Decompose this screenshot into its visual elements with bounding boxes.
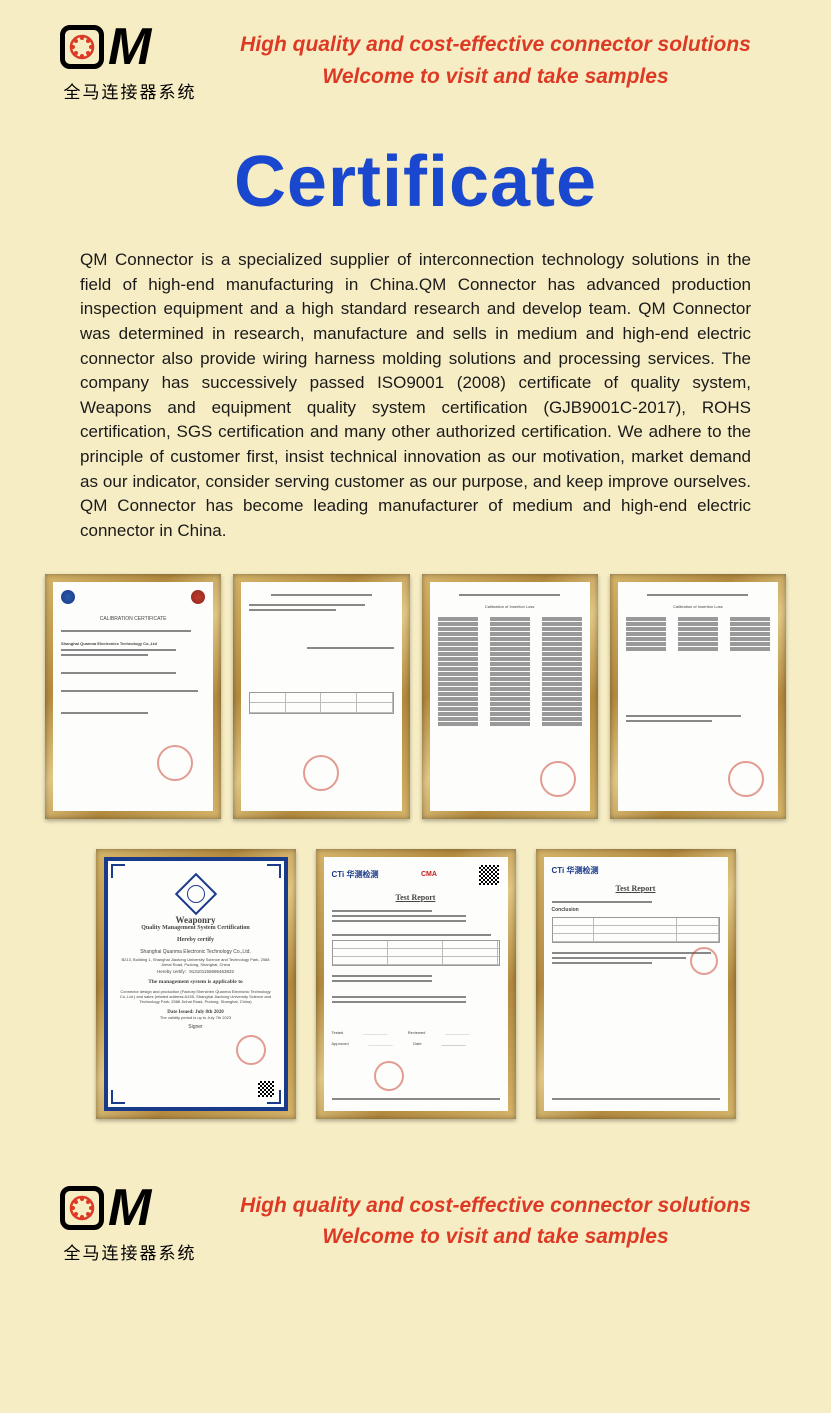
certificate-frame: Calibration of Insertion Loss — [422, 574, 598, 819]
cti-logo: CTi 华测检测 — [332, 869, 379, 880]
certificate-frame: Weaponry Quality Management System Certi… — [96, 849, 296, 1119]
tagline-line2: Welcome to visit and take samples — [220, 1221, 771, 1253]
cnas-badge-icon — [191, 590, 205, 604]
stamp-icon — [690, 947, 718, 975]
page-title: Certificate — [0, 141, 831, 223]
header: M 全马连接器系统 High quality and cost-effectiv… — [0, 0, 831, 121]
footer: M 全马连接器系统 High quality and cost-effectiv… — [0, 1149, 831, 1282]
logo-mark: M — [60, 18, 200, 76]
certificate-frame: CTi 华测检测 CMA Test Report Tested________ — [316, 849, 516, 1119]
certificate-row-2: Weaponry Quality Management System Certi… — [0, 849, 831, 1119]
qr-code-icon — [479, 865, 499, 885]
stamp-icon — [157, 745, 193, 781]
tagline-line2: Welcome to visit and take samples — [220, 61, 771, 93]
data-sheet-certificate — [241, 582, 401, 811]
stamp-icon — [728, 761, 764, 797]
logo-chinese-text: 全马连接器系统 — [64, 1239, 197, 1264]
blue-badge-icon — [61, 590, 75, 604]
data-sheet-certificate: Calibration of Insertion Loss — [430, 582, 590, 811]
test-report-title: Test Report — [552, 884, 720, 893]
header-tagline: High quality and cost-effective connecto… — [220, 29, 771, 92]
certificate-frame: CTi 华测检测 Test Report Conclusion — [536, 849, 736, 1119]
logo: M 全马连接器系统 — [60, 18, 200, 103]
weaponry-certificate: Weaponry Quality Management System Certi… — [104, 857, 288, 1111]
certificate-frame — [233, 574, 409, 819]
calibration-certificate: CALIBRATION CERTIFICATE Shanghai Quanma … — [53, 582, 213, 811]
logo-mark: M — [60, 1179, 200, 1237]
test-report-title: Test Report — [332, 893, 500, 902]
certificate-frame: CALIBRATION CERTIFICATE Shanghai Quanma … — [45, 574, 221, 819]
logo-gear-icon — [60, 25, 104, 69]
tagline-line1: High quality and cost-effective connecto… — [220, 29, 771, 61]
stamp-icon — [540, 761, 576, 797]
certificate-frame: Calibration of Insertion Loss — [610, 574, 786, 819]
test-report-certificate: CTi 华测检测 CMA Test Report Tested________ — [324, 857, 508, 1111]
footer-tagline: High quality and cost-effective connecto… — [220, 1190, 771, 1253]
logo-gear-icon — [60, 1186, 104, 1230]
stamp-icon — [374, 1061, 404, 1091]
qr-code-icon — [258, 1081, 274, 1097]
logo-letter-m: M — [108, 17, 147, 77]
stamp-icon — [303, 755, 339, 791]
logo-chinese-text: 全马连接器系统 — [64, 78, 197, 103]
logo: M 全马连接器系统 — [60, 1179, 200, 1264]
stamp-icon — [236, 1035, 266, 1065]
certificate-row-1: CALIBRATION CERTIFICATE Shanghai Quanma … — [0, 574, 831, 819]
cma-badge: CMA — [421, 871, 437, 878]
body-paragraph: QM Connector is a specialized supplier o… — [0, 248, 831, 544]
tagline-line1: High quality and cost-effective connecto… — [220, 1190, 771, 1222]
weaponry-logo-icon — [174, 872, 216, 914]
data-sheet-certificate: Calibration of Insertion Loss — [618, 582, 778, 811]
logo-letter-m: M — [108, 1178, 147, 1238]
cert-title: CALIBRATION CERTIFICATE — [61, 616, 205, 622]
test-report-certificate: CTi 华测检测 Test Report Conclusion — [544, 857, 728, 1111]
cti-logo: CTi 华测检测 — [552, 865, 599, 876]
